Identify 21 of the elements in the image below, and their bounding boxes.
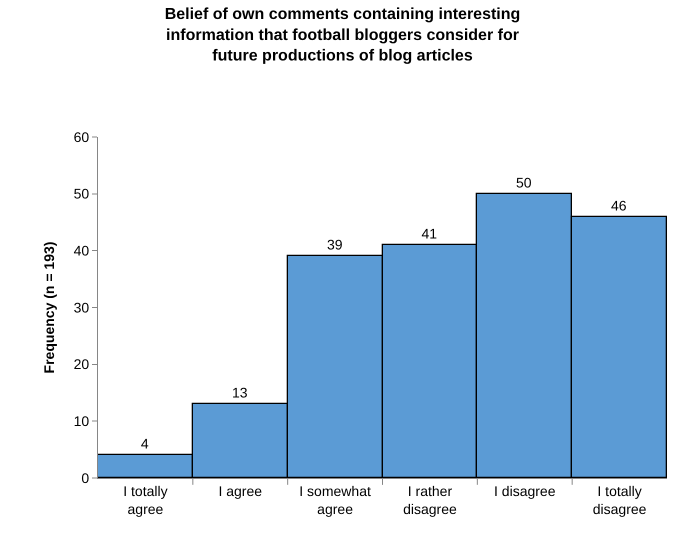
x-tick-label: I agree <box>218 482 262 499</box>
y-tick-label: 20 <box>74 356 90 372</box>
data-label: 4 <box>140 435 149 452</box>
y-tick-label: 30 <box>74 299 90 316</box>
data-label: 50 <box>516 174 532 190</box>
x-tick-label: I totally agree <box>123 482 168 517</box>
data-label: 39 <box>326 236 343 252</box>
y-tick-label: 0 <box>81 470 90 486</box>
y-tick-label: 40 <box>74 242 90 259</box>
x-tick-label: I rather disagree <box>403 482 457 517</box>
x-tick-label: I totally disagree <box>592 482 647 517</box>
y-tick-label: 10 <box>74 413 90 430</box>
data-label: 41 <box>421 225 438 242</box>
x-tick-label: I disagree <box>494 482 556 499</box>
y-tick-label: 60 <box>74 128 90 145</box>
x-tick-label: I somewhat agree <box>299 482 371 517</box>
chart-title: Belief of own comments containing interesting information that football bloggers consider for future productions of blog articles <box>164 6 520 65</box>
y-axis-title: Frequency (n = 193) <box>41 242 58 374</box>
y-tick-label: 50 <box>74 186 90 202</box>
data-label: 13 <box>232 384 248 400</box>
data-label: 46 <box>610 197 627 214</box>
